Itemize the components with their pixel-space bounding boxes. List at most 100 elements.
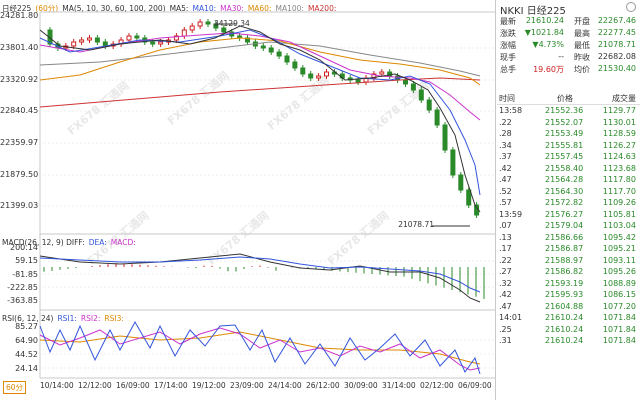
- quote-k: 总手: [500, 65, 516, 74]
- ma-legend: 日经225 (60分) MA(5, 10, 30, 60, 100, 200) …: [2, 3, 336, 14]
- tick-price-header: 价格: [557, 94, 573, 103]
- period-label: (60分): [35, 4, 59, 13]
- candle-body: [410, 83, 416, 91]
- tick-vol: 1128.59: [602, 129, 636, 138]
- ma100-label: MA100:: [275, 4, 304, 13]
- quote-k: 涨幅: [500, 41, 516, 50]
- period-selector[interactable]: 60分: [3, 381, 27, 394]
- candle-body: [458, 174, 464, 191]
- x-axis-label: 16/09:00: [116, 381, 150, 390]
- rsi3-label: RSI3:: [104, 314, 124, 323]
- rsi-label: RSI(6, 12, 24): [2, 314, 54, 323]
- quote-k2: 昨收: [574, 53, 590, 62]
- macd-hist-label: MACD:: [110, 238, 136, 247]
- macd-axis-label: 59.15: [15, 256, 38, 265]
- macd-axis-label: -81.85: [12, 270, 38, 279]
- candle-body: [442, 124, 448, 151]
- tick-p: 21610.24: [545, 336, 584, 345]
- quote-k2: 最高: [574, 29, 590, 38]
- ma10-label: MA10:: [192, 4, 217, 13]
- tick-vol: 1109.26: [602, 198, 636, 207]
- tick-p: 21604.88: [545, 301, 584, 311]
- candles: [47, 19, 480, 218]
- tick-p: 21586.82: [545, 267, 584, 276]
- tick-row: .17 21586.87 1095.21: [497, 244, 640, 256]
- tick-vol: 1095.21: [602, 244, 636, 253]
- tick-p: 21610.24: [545, 324, 584, 334]
- tick-t: .13: [499, 232, 512, 242]
- macd-legend: MACD(26, 12, 9) DIFF: DEA: MACD:: [2, 238, 136, 247]
- tick-row: .25 21610.24 1071.84: [497, 325, 640, 337]
- price-chart-svg: [39, 11, 496, 379]
- candle-body: [245, 37, 250, 43]
- tick-vol: 1129.77: [602, 106, 636, 115]
- candle-body: [173, 35, 179, 41]
- price-axis-label: 24281.80: [0, 11, 39, 20]
- x-axis-label: 26/12:00: [306, 381, 340, 390]
- tick-vol: 1124.63: [602, 152, 636, 161]
- tick-p: 21586.66: [545, 232, 584, 242]
- rsi-legend: RSI(6, 12, 24) RSI1: RSI2: RSI3:: [2, 314, 124, 323]
- candle-body: [316, 75, 322, 79]
- candle-body: [268, 47, 274, 53]
- ma200-label: MA200:: [307, 4, 337, 13]
- candle-body: [284, 55, 290, 63]
- tick-t: .07: [499, 221, 512, 230]
- tick-p: 21572.82: [545, 198, 584, 207]
- quote-v: ▼1021.84: [524, 28, 564, 37]
- tick-p: 21564.28: [545, 175, 584, 184]
- tick-row: .42 21558.40 1123.68: [497, 164, 640, 176]
- dea-label: DEA:: [88, 238, 107, 247]
- candle-body: [260, 45, 266, 49]
- quote-row: 总手 19.60万 均价 21530.40: [497, 64, 640, 76]
- tick-t: .17: [499, 244, 512, 253]
- diff-line: [39, 253, 481, 303]
- quote-v2: 21078.71: [597, 40, 636, 49]
- search-icon[interactable]: [626, 2, 636, 12]
- quote-k2: 均价: [574, 65, 590, 74]
- candle-body: [126, 35, 132, 41]
- rsi-axis-label: 64.90: [15, 336, 38, 345]
- candle-body: [197, 21, 203, 27]
- chart-area[interactable]: FX678 汇通网 FX678 汇通网 FX678 汇通网 FX678 汇通网 …: [0, 0, 496, 400]
- macd-axis-label: -363.85: [7, 296, 38, 305]
- tick-t: .42: [499, 290, 512, 299]
- quote-v: 19.60万: [533, 65, 564, 74]
- x-axis-label: 24/14:00: [268, 381, 302, 390]
- quote-k2: 开盘: [574, 17, 590, 26]
- tick-row: .22 21588.97 1093.11: [497, 256, 640, 268]
- candle-body: [150, 41, 156, 45]
- candle-body: [387, 71, 393, 77]
- quote-row: 涨跌 ▼1021.84 最高 22277.45: [497, 28, 640, 40]
- tick-p: 21552.07: [545, 117, 584, 127]
- candle-body: [450, 149, 456, 176]
- quote-row: 最新 21610.24 开盘 22267.46: [497, 16, 640, 28]
- quote-title: NKKI 日经225: [500, 6, 566, 17]
- x-axis-label: 17/14:00: [154, 381, 188, 390]
- candle-body: [158, 41, 164, 45]
- tick-row: .34 21555.81 1126.27: [497, 141, 640, 153]
- rsi-axis-label: 44.52: [15, 350, 38, 359]
- tick-vol: 1117.80: [602, 175, 636, 184]
- candle-body: [300, 67, 306, 75]
- tick-row: .13 21586.66 1095.42: [497, 233, 640, 245]
- ma60-label: MA60:: [247, 4, 272, 13]
- macd-label: MACD(26, 12, 9) DIFF:: [2, 238, 85, 247]
- tick-vol: 1103.04: [602, 221, 636, 230]
- candle-body: [276, 51, 282, 57]
- candle-body: [79, 39, 85, 43]
- quote-v: 21610.24: [525, 16, 564, 25]
- candle-body: [371, 73, 377, 79]
- x-axis-label: 31/14:00: [382, 381, 416, 390]
- ma5-label: MA5:: [169, 4, 189, 13]
- symbol-label: 日经225: [2, 4, 32, 13]
- tick-vol: 1123.68: [602, 163, 636, 173]
- candle-body: [205, 21, 211, 25]
- ma5-line: [39, 25, 481, 213]
- price-axis-label: 22359.97: [0, 138, 39, 147]
- ma200-line: [39, 77, 481, 108]
- x-axis-label: 23/09:00: [230, 381, 264, 390]
- tick-t: .37: [499, 152, 512, 161]
- tick-t: .22: [499, 255, 512, 265]
- candle-body: [134, 35, 140, 39]
